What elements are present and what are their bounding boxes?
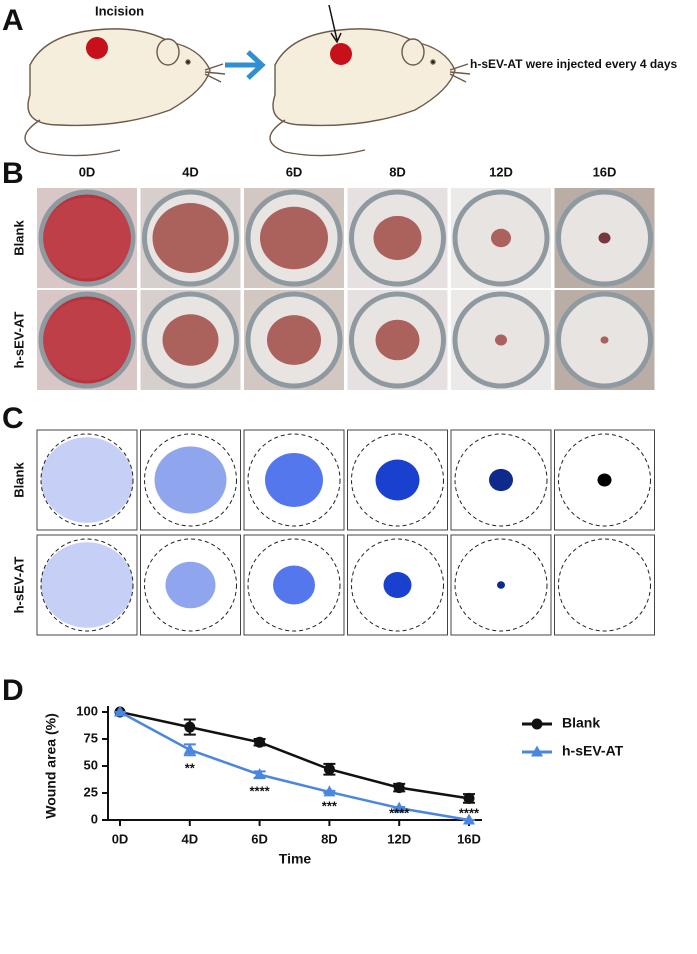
wound <box>162 314 219 366</box>
series-line <box>119 710 470 822</box>
injection-note: h-sEV-AT were injected every 4 days <box>470 57 678 71</box>
panel-label: D <box>2 674 24 707</box>
x-axis-title: Time <box>279 851 312 867</box>
row-label: Blank <box>11 220 26 256</box>
wound <box>260 206 328 270</box>
significance: ** <box>185 761 196 776</box>
wound <box>495 334 507 346</box>
wound <box>600 336 609 344</box>
x-tick-label: 16D <box>457 831 481 846</box>
wound-tracing <box>383 571 412 599</box>
data-point <box>254 736 266 748</box>
incision-label: Incision <box>95 3 144 18</box>
data-point <box>253 768 266 780</box>
tracing-box <box>554 534 655 636</box>
wound-outline <box>144 433 237 527</box>
mouse-right <box>269 4 471 157</box>
wound-outline <box>247 538 341 632</box>
wound-tracing <box>41 542 133 628</box>
row-label: h-sEV-AT <box>11 557 26 614</box>
x-tick-label: 12D <box>387 831 411 846</box>
wound-outline <box>558 433 651 527</box>
row-label: h-sEV-AT <box>11 312 26 369</box>
wound <box>43 197 131 279</box>
y-tick-label: 100 <box>76 703 98 718</box>
data-point <box>184 721 196 733</box>
row-label: Blank <box>11 462 26 498</box>
wound-tracing <box>265 453 323 507</box>
significance: *** <box>322 798 338 813</box>
data-point <box>393 801 406 813</box>
wound-tracing <box>597 473 612 487</box>
data-point <box>114 705 126 717</box>
legend-marker <box>531 745 543 757</box>
wound <box>152 203 229 273</box>
wound-outline <box>351 433 444 527</box>
data-point <box>323 785 336 797</box>
wound-tracing <box>375 459 420 501</box>
wound-outline <box>558 538 651 632</box>
data-point <box>463 813 475 825</box>
data-point <box>463 792 475 804</box>
y-tick-label: 75 <box>84 730 98 745</box>
arrow <box>225 50 266 80</box>
panel-label: A <box>2 4 24 37</box>
panel-label: B <box>2 157 24 190</box>
mouse-left <box>24 28 226 157</box>
legend-marker <box>531 718 543 730</box>
data-point <box>393 782 405 794</box>
series-line <box>119 710 470 800</box>
wound-outline <box>351 538 444 632</box>
wound-outline <box>144 538 237 632</box>
wound-tracing <box>489 468 513 492</box>
panel-label: C <box>2 402 24 435</box>
x-tick-label: 6D <box>251 831 268 846</box>
wound-tracing <box>497 581 505 589</box>
y-tick-label: 25 <box>84 784 98 799</box>
wound-outline <box>247 433 341 527</box>
wound <box>375 319 420 361</box>
column-header: 16D <box>593 164 617 179</box>
wound-outline <box>454 433 548 527</box>
y-axis-title: Wound area (%) <box>43 713 59 819</box>
data-point <box>183 743 196 755</box>
legend-label: Blank <box>562 715 600 731</box>
wound <box>43 299 131 381</box>
x-tick-label: 0D <box>112 831 129 846</box>
significance: **** <box>459 805 480 820</box>
wound-tracing <box>273 565 315 605</box>
column-header: 6D <box>286 164 303 179</box>
column-header: 0D <box>79 164 96 179</box>
data-point <box>323 763 335 775</box>
significance: **** <box>249 783 270 798</box>
x-tick-label: 8D <box>321 831 338 846</box>
wound-outline <box>454 538 548 632</box>
x-tick-label: 4D <box>181 831 198 846</box>
y-tick-label: 0 <box>91 811 98 826</box>
wound-tracing <box>41 437 133 523</box>
wound <box>373 215 422 261</box>
column-header: 12D <box>489 164 513 179</box>
legend-label: h-sEV-AT <box>562 743 624 759</box>
wound-tracing <box>154 446 227 514</box>
y-tick-label: 50 <box>84 757 98 772</box>
wound-outline <box>40 538 134 632</box>
wound <box>491 228 511 248</box>
wound <box>267 315 321 365</box>
wound-tracing <box>165 561 216 609</box>
wound-outline <box>40 433 134 527</box>
column-header: 8D <box>389 164 406 179</box>
significance: **** <box>389 805 410 820</box>
column-header: 4D <box>182 164 199 179</box>
wound <box>598 232 611 244</box>
